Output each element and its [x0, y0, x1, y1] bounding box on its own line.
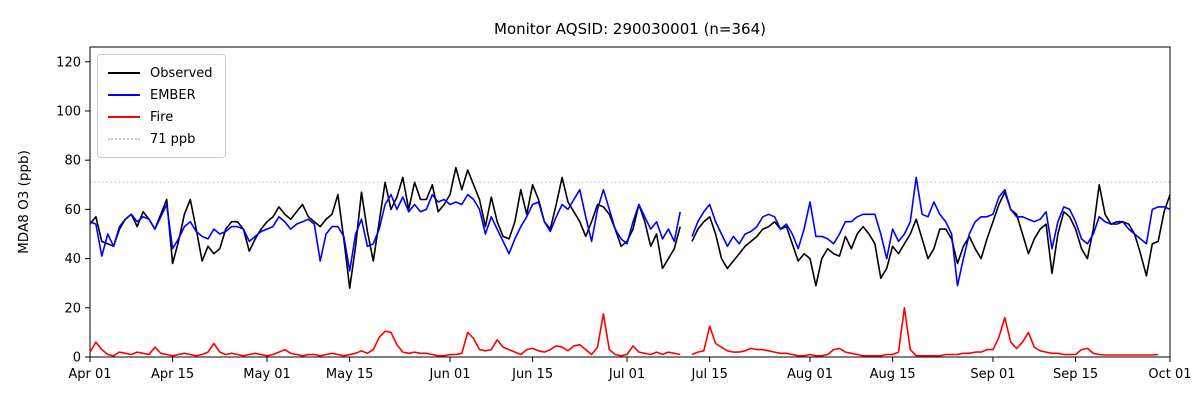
- series-line-ember: [89, 176, 1171, 287]
- x-tick-label: Jun 15: [511, 367, 553, 382]
- legend-line-sample: [108, 138, 140, 140]
- legend-item-ember: EMBER: [108, 84, 213, 106]
- legend-line-sample: [108, 72, 140, 74]
- axes-spines: [89, 46, 1171, 358]
- x-tick-label: Jul 15: [690, 367, 727, 382]
- x-tick-label: Aug 01: [787, 367, 833, 382]
- legend-label: Observed: [150, 65, 213, 81]
- x-tick-label: May 15: [326, 367, 374, 382]
- x-tick-label: Oct 01: [1148, 367, 1191, 382]
- x-tick-label: Jul 01: [608, 367, 645, 382]
- y-tick-label: 40: [64, 252, 81, 267]
- legend-label: EMBER: [150, 87, 196, 103]
- legend-item-fire: Fire: [108, 106, 213, 128]
- x-tick-label: Apr 15: [151, 367, 194, 382]
- x-tick-label: Apr 01: [68, 367, 111, 382]
- y-tick-label: 0: [73, 351, 81, 366]
- legend-item-observed: Observed: [108, 62, 213, 84]
- legend-label: Fire: [150, 109, 174, 125]
- legend-item-71-ppb: 71 ppb: [108, 128, 213, 150]
- legend: Observed EMBER Fire 71 ppb: [97, 54, 226, 158]
- y-tick-label: 60: [64, 203, 81, 218]
- y-tick-label: 20: [64, 301, 81, 316]
- y-tick-label: 80: [64, 154, 81, 169]
- x-tick-label: Sep 15: [1053, 367, 1098, 382]
- x-tick-label: Sep 01: [970, 367, 1015, 382]
- x-tick-label: Jun 01: [429, 367, 471, 382]
- series-line-fire: [89, 307, 1159, 357]
- legend-line-sample: [108, 94, 140, 96]
- legend-label: 71 ppb: [150, 131, 196, 147]
- x-tick-label: Aug 15: [870, 367, 916, 382]
- y-tick-label: 100: [56, 104, 81, 119]
- legend-line-sample: [108, 116, 140, 118]
- y-tick-label: 120: [56, 55, 81, 70]
- chart-title: Monitor AQSID: 290030001 (n=364): [494, 20, 766, 38]
- x-tick-label: May 01: [243, 367, 291, 382]
- series-line-observed: [89, 166, 1171, 289]
